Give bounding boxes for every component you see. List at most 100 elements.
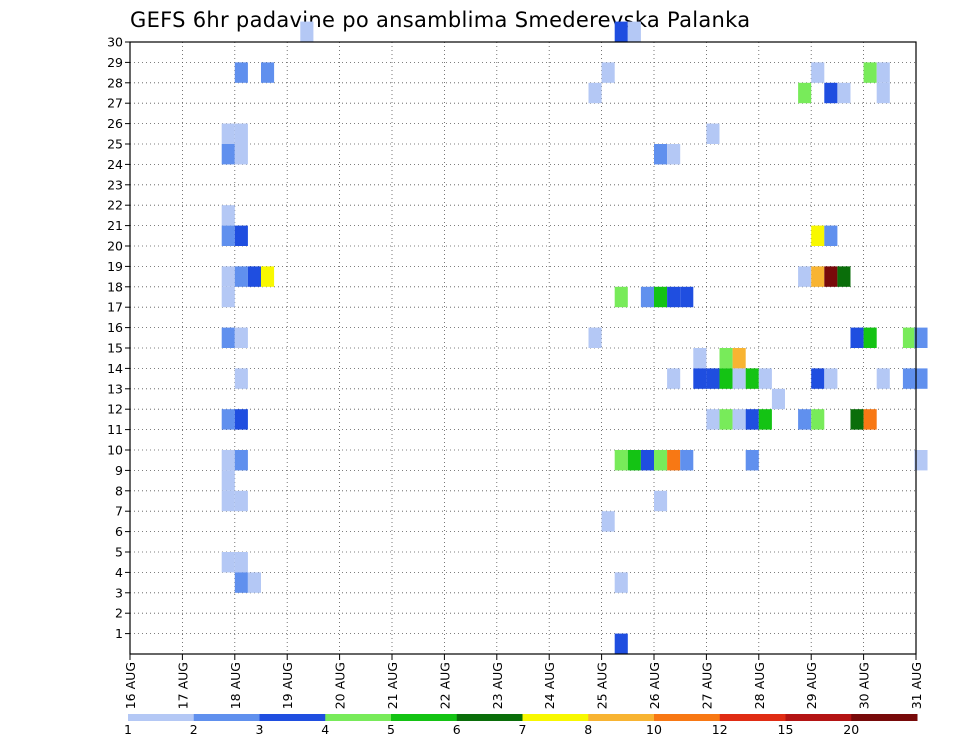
heatmap-cell: [221, 490, 235, 512]
heatmap-cell: [798, 82, 812, 104]
heatmap-cell: [234, 62, 248, 83]
heatmap-cell: [234, 552, 248, 573]
heatmap-cell: [221, 470, 235, 491]
heatmap-cell: [614, 450, 628, 471]
y-tick-label: 24: [107, 157, 123, 172]
colorbar-label: 5: [387, 722, 395, 737]
heatmap-cell: [863, 327, 877, 348]
y-tick-label: 17: [107, 300, 123, 315]
colorbar-segment: [588, 714, 655, 721]
heatmap-cell: [850, 409, 864, 430]
heatmap-cell: [719, 409, 733, 430]
colorbar-label: 15: [778, 722, 794, 737]
heatmap-cell: [654, 286, 668, 308]
colorbar-label: 4: [321, 722, 329, 737]
colorbar: 1 2 3 4 5 6 7 8 10 12 15 20: [124, 714, 918, 737]
y-tick-label: 3: [115, 585, 123, 600]
y-tick-label: 22: [107, 198, 123, 213]
colorbar-segment: [456, 714, 523, 721]
colorbar-label: 12: [712, 722, 728, 737]
heatmap-cell: [614, 21, 628, 42]
heatmap-cell: [824, 266, 838, 287]
colorbar-label: 2: [190, 722, 198, 737]
x-tick-label: 17 AUG: [175, 662, 190, 709]
y-tick-label: 23: [107, 177, 123, 192]
heatmap-cell: [811, 225, 825, 246]
heatmap-cell: [221, 450, 235, 471]
heatmap-cell: [732, 409, 746, 430]
colorbar-segment: [325, 714, 392, 721]
heatmap-cell: [680, 286, 694, 308]
heatmap-cell: [221, 123, 235, 144]
heatmap-cell: [876, 82, 890, 104]
heatmap-cell: [914, 368, 928, 389]
colorbar-segment: [522, 714, 589, 721]
heatmap-cell: [221, 144, 235, 165]
heatmap-cell: [719, 348, 733, 369]
colorbar-segment: [851, 714, 918, 721]
y-tick-label: 8: [115, 483, 123, 498]
heatmap-cell: [221, 286, 235, 308]
y-tick-label: 15: [107, 341, 123, 356]
x-tick-label: 19 AUG: [280, 662, 295, 709]
y-tick-label: 30: [107, 35, 123, 50]
heatmap-cell: [732, 368, 746, 389]
colorbar-label: 8: [584, 722, 592, 737]
y-tick-label: 7: [115, 504, 123, 519]
heatmap-cell: [234, 409, 248, 430]
heatmap-cell: [300, 21, 314, 42]
heatmap-cell: [719, 368, 733, 389]
x-tick-label: 30 AUG: [857, 662, 872, 709]
heatmap-cell: [588, 327, 602, 348]
heatmap-cell: [758, 368, 772, 389]
x-tick-label: 16 AUG: [123, 662, 138, 709]
y-tick-label: 6: [115, 524, 123, 539]
heatmap-cell: [824, 82, 838, 104]
heatmap-cell: [693, 368, 707, 389]
heatmap-cell: [876, 368, 890, 389]
heatmap-cell: [706, 123, 720, 144]
heatmap-cell: [824, 368, 838, 389]
y-tick-label: 18: [107, 279, 123, 294]
colorbar-segment: [391, 714, 458, 721]
x-tick-label: 22 AUG: [437, 662, 452, 709]
heatmap-cell: [837, 82, 851, 104]
heatmap-cell: [745, 368, 759, 389]
heatmap-cell: [706, 368, 720, 389]
y-tick-label: 19: [107, 259, 123, 274]
x-tick-label: 26 AUG: [647, 662, 662, 709]
heatmap-cell: [837, 266, 851, 287]
axes-layer: 1234567891011121314151617181920212223242…: [107, 35, 924, 710]
x-tick-label: 29 AUG: [804, 662, 819, 709]
heatmap-cell: [614, 572, 628, 593]
heatmap-cell: [654, 144, 668, 165]
heatmap-cell: [601, 62, 615, 83]
heatmap-cell: [824, 225, 838, 246]
colorbar-label: 10: [646, 722, 662, 737]
heatmap-cell: [745, 409, 759, 430]
heatmap-cell: [261, 266, 275, 287]
x-tick-label: 21 AUG: [385, 662, 400, 709]
heatmap-cell: [693, 348, 707, 369]
heatmap-cell: [850, 327, 864, 348]
colorbar-label: 20: [843, 722, 859, 737]
y-tick-label: 16: [107, 320, 123, 335]
x-tick-label: 28 AUG: [752, 662, 767, 709]
y-tick-label: 9: [115, 463, 123, 478]
heatmap-cell: [234, 450, 248, 471]
heatmap-cell: [811, 266, 825, 287]
heatmap-cell: [863, 62, 877, 83]
heatmap-cell: [221, 552, 235, 573]
y-tick-label: 14: [107, 361, 123, 376]
heatmap-cell: [914, 450, 928, 471]
y-tick-label: 2: [115, 606, 123, 621]
heatmap-cell: [667, 144, 681, 165]
colorbar-segment: [259, 714, 326, 721]
heatmap-cell: [863, 409, 877, 430]
x-tick-label: 24 AUG: [542, 662, 557, 709]
heatmap-cell: [614, 286, 628, 308]
heatmap-cell: [798, 409, 812, 430]
heatmap-cell: [811, 368, 825, 389]
x-tick-label: 18 AUG: [228, 662, 243, 709]
